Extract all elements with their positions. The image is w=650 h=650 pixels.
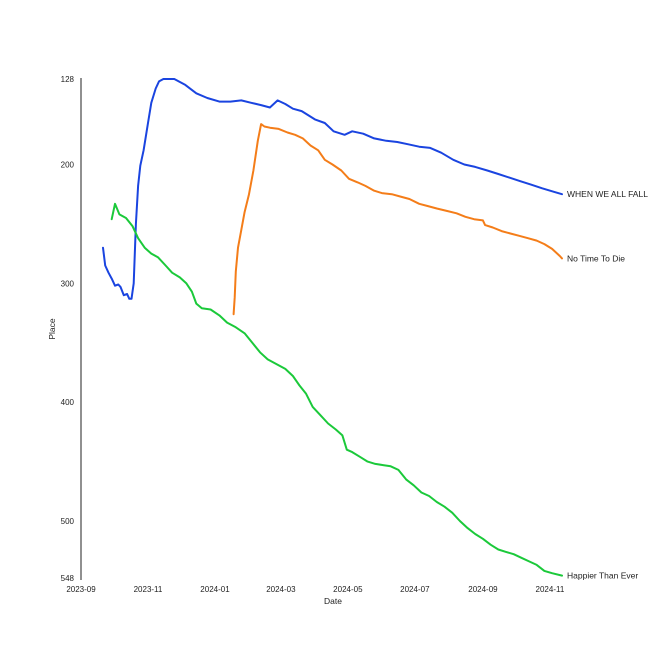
x-tick-label: 2024-11: [536, 585, 565, 594]
series-label-when-we-all-fall: WHEN WE ALL FALL: [567, 189, 648, 199]
x-tick-label: 2024-05: [333, 585, 363, 594]
x-tick-label: 2024-01: [200, 585, 230, 594]
y-tick-label: 128: [61, 75, 75, 84]
y-tick-label: 548: [61, 574, 75, 583]
series-line-happier-than-ever: [110, 202, 563, 577]
y-tick-label: 400: [61, 398, 75, 407]
x-axis-title: Date: [324, 596, 342, 606]
y-tick-label: 200: [61, 161, 75, 170]
y-tick-label: 500: [61, 517, 75, 526]
y-axis-title: Place: [47, 318, 57, 340]
series-label-happier-than-ever: Happier Than Ever: [567, 571, 638, 581]
series-line-no-time-to-die: [232, 123, 563, 316]
y-axis-ticks: 128 200 300 400 500 548: [61, 75, 75, 583]
y-tick-label: 300: [61, 279, 75, 288]
x-tick-label: 2024-03: [266, 585, 296, 594]
x-tick-label: 2023-11: [134, 585, 163, 594]
series-line-when-we-all-fall: [102, 78, 563, 300]
series-labels: WHEN WE ALL FALL No Time To Die Happier Th…: [567, 189, 648, 580]
x-tick-label: 2023-09: [66, 585, 96, 594]
x-axis-ticks: 2023-09 2023-11 2024-01 2024-03 2024-05 2024-…: [66, 585, 565, 594]
series-group: [102, 78, 563, 577]
x-tick-label: 2024-09: [468, 585, 498, 594]
series-label-no-time-to-die: No Time To Die: [567, 253, 625, 263]
x-tick-label: 2024-07: [400, 585, 430, 594]
